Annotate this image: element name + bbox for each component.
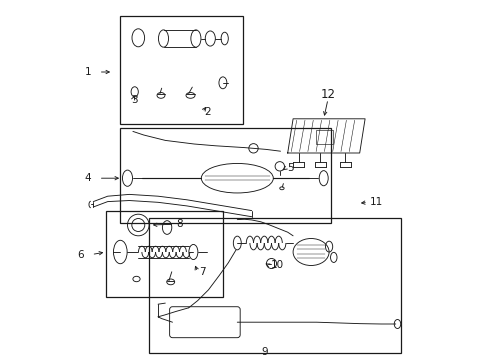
- Text: 10: 10: [270, 260, 284, 270]
- Text: 1: 1: [85, 67, 91, 77]
- Bar: [120, 128, 330, 223]
- Bar: [316, 130, 332, 144]
- Bar: [149, 218, 400, 353]
- Text: 4: 4: [85, 173, 91, 183]
- Text: 9: 9: [261, 347, 267, 357]
- Text: 11: 11: [369, 197, 382, 207]
- Text: 2: 2: [204, 107, 210, 117]
- Text: 12: 12: [320, 88, 335, 101]
- Bar: [106, 211, 223, 297]
- Text: 7: 7: [199, 267, 206, 277]
- Bar: [120, 16, 242, 124]
- Text: 6: 6: [78, 249, 84, 260]
- Text: 3: 3: [131, 95, 138, 105]
- Text: 8: 8: [176, 219, 183, 229]
- Text: 5: 5: [286, 163, 293, 174]
